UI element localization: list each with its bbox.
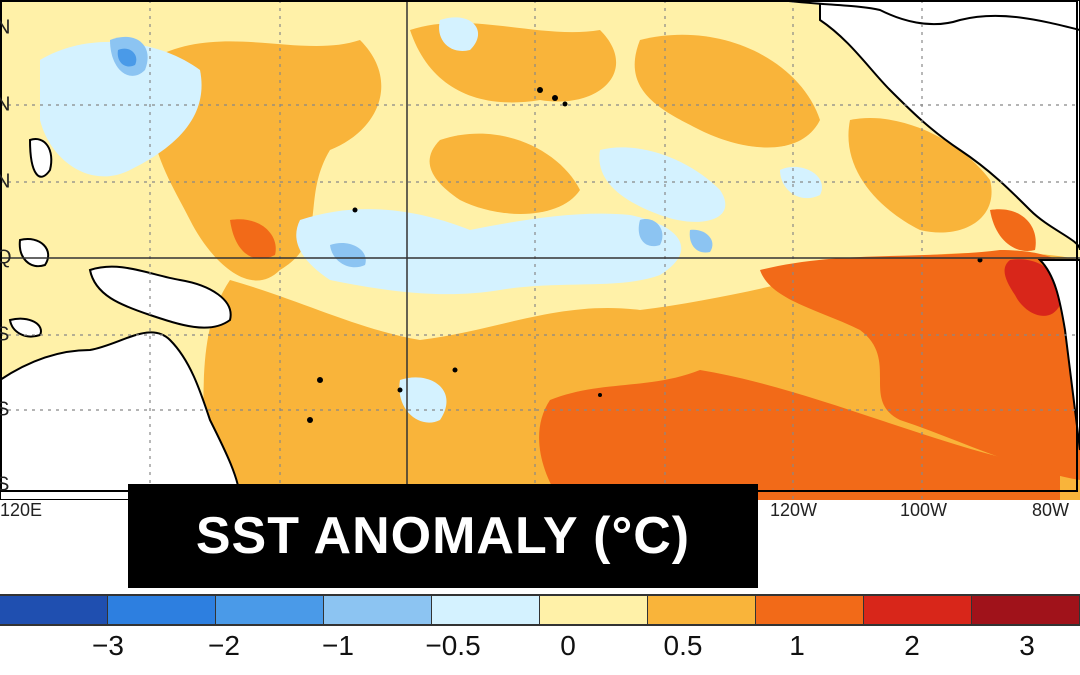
colorbar-segment xyxy=(324,596,432,624)
colorbar-tick: 3 xyxy=(1019,630,1035,661)
colorbar-segment xyxy=(432,596,540,624)
colorbar-segment xyxy=(108,596,216,624)
title-banner: SST ANOMALY (°C) xyxy=(128,484,758,588)
map-gridlines xyxy=(0,0,1080,500)
colorbar-tick: −0.5 xyxy=(425,630,481,661)
colorbar-tick: 0 xyxy=(560,630,576,661)
lat-label: N xyxy=(0,170,11,193)
north-america-land xyxy=(779,0,1080,32)
lon-label: 100W xyxy=(900,500,948,520)
lat-label: S xyxy=(0,398,10,421)
lon-label: 80W xyxy=(1032,500,1070,520)
colder-anomaly-regions xyxy=(117,48,137,67)
new-guinea-land xyxy=(88,265,232,329)
colorbar-tick: 2 xyxy=(904,630,920,661)
cold-anomaly-regions xyxy=(110,36,713,268)
colorbar-segment xyxy=(0,596,108,624)
colorbar-segment xyxy=(648,596,756,624)
sst-anomaly-map: N N N Q S S S xyxy=(0,0,1080,500)
lat-label: N xyxy=(0,16,11,39)
colorbar-segment xyxy=(216,596,324,624)
colorbar-tick: 0.5 xyxy=(663,630,703,661)
colorbar-tick: −1 xyxy=(322,630,354,661)
colorbar-tick: 1 xyxy=(789,630,805,661)
central-america-land xyxy=(819,0,1080,251)
south-america-land xyxy=(1037,259,1080,451)
colorbar-segment xyxy=(540,596,648,624)
lat-label: S xyxy=(0,323,10,346)
colorbar-segment xyxy=(972,596,1080,624)
colorbar-segment xyxy=(756,596,864,624)
landmasses xyxy=(0,0,1080,500)
australia-land xyxy=(0,331,242,500)
lon-label: 120W xyxy=(770,500,818,520)
lon-label: 120E xyxy=(0,500,43,520)
colorbar-segment xyxy=(864,596,972,624)
colorbar xyxy=(0,594,1080,626)
map-canvas xyxy=(0,0,1080,500)
lat-label: S xyxy=(0,473,10,496)
lat-label: Q xyxy=(0,246,12,269)
lat-label: N xyxy=(0,93,11,116)
philippines-land xyxy=(28,138,53,178)
colorbar-tick: −2 xyxy=(208,630,240,661)
colorbar-tick: −3 xyxy=(92,630,124,661)
cool-anomaly-regions xyxy=(40,17,1036,423)
